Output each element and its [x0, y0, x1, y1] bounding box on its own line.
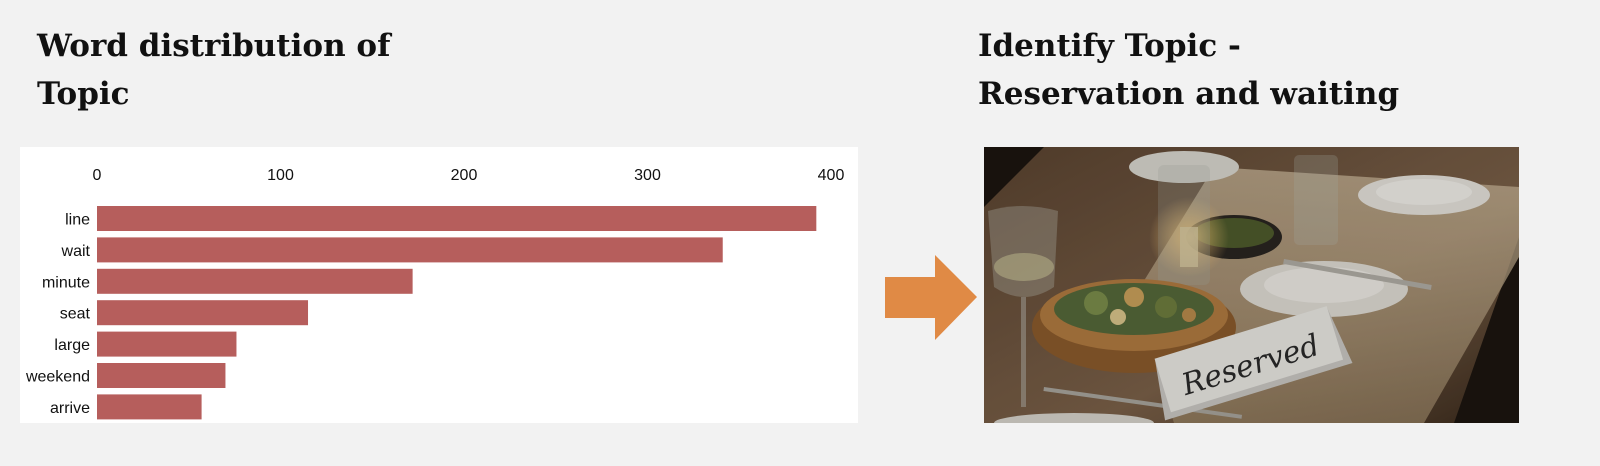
y-category-label: minute — [42, 274, 90, 291]
x-tick-label: 0 — [93, 167, 102, 184]
right-arrow-icon — [885, 255, 977, 340]
bar-chart-svg: 0 100 200 300 400 line wait minute seat large week… — [25, 167, 845, 420]
y-category-label: seat — [60, 306, 91, 323]
topic-heading-line-2: Reservation and waiting — [978, 76, 1400, 112]
y-category-label: large — [54, 337, 90, 354]
bar-weekend — [97, 363, 226, 388]
topic-heading: Identify Topic - Reservation and waiting — [978, 22, 1399, 118]
word-distribution-chart: 0 100 200 300 400 line wait minute seat large week… — [20, 147, 858, 423]
x-tick-label: 400 — [818, 167, 845, 184]
x-tick-label: 300 — [634, 167, 661, 184]
x-tick-label: 100 — [267, 167, 294, 184]
bar-wait — [97, 237, 723, 263]
x-tick-label: 200 — [451, 167, 478, 184]
bar-large — [97, 331, 237, 357]
bar-arrive — [97, 394, 202, 420]
bar-seat — [97, 300, 309, 326]
y-category-label: weekend — [25, 369, 90, 386]
chart-heading: Word distribution of Topic — [37, 22, 390, 118]
y-category-label: line — [65, 212, 90, 229]
reserved-table-photo: Reserved — [984, 147, 1519, 423]
restaurant-table-image: Reserved — [984, 147, 1519, 423]
y-category-label: wait — [61, 243, 91, 260]
bar-minute — [97, 268, 413, 294]
bar-line — [97, 206, 817, 231]
chart-heading-line-2: Topic — [37, 76, 130, 112]
chart-heading-line-1: Word distribution of — [37, 28, 391, 64]
y-category-label: arrive — [50, 400, 90, 417]
topic-heading-line-1: Identify Topic - — [978, 28, 1241, 64]
